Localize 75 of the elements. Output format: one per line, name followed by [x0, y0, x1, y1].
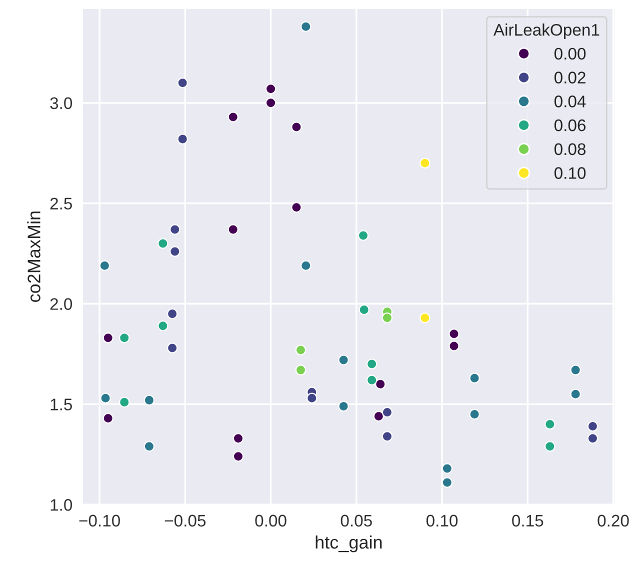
point [358, 230, 369, 241]
point [373, 410, 384, 422]
point [442, 463, 453, 474]
point [382, 312, 393, 324]
point [587, 432, 598, 444]
point [382, 430, 393, 442]
point [358, 304, 370, 316]
x-tick-label: 0.05 [340, 514, 372, 527]
legend-title: AirLeakOpen1 [493, 24, 600, 40]
point [99, 260, 110, 271]
point [295, 344, 306, 356]
point [469, 372, 480, 384]
point [448, 340, 460, 352]
y-tick-label: 2.0 [50, 298, 72, 310]
point [570, 364, 581, 376]
legend-label: 0.08 [554, 143, 586, 156]
x-axis-title: htc_gain [316, 535, 382, 552]
point [544, 441, 556, 452]
y-axis-title: co2MaxMin [27, 212, 40, 302]
point [306, 392, 318, 404]
point [338, 400, 349, 412]
point [228, 112, 238, 122]
point [544, 418, 556, 430]
point [144, 394, 155, 406]
point [291, 122, 302, 132]
point [119, 396, 130, 408]
point [587, 420, 598, 432]
point [448, 328, 460, 340]
x-tick-label: 0.00 [255, 514, 286, 527]
point [232, 432, 244, 444]
point [170, 246, 180, 257]
point [420, 158, 430, 169]
point [295, 364, 306, 376]
legend-label: 0.04 [554, 96, 586, 108]
point [177, 77, 188, 88]
legend-label: 0.00 [554, 48, 586, 60]
point [570, 388, 581, 400]
point [228, 224, 238, 235]
point [300, 260, 312, 271]
point [177, 134, 188, 144]
point [166, 342, 178, 354]
y-tick-label: 2.5 [50, 198, 72, 210]
point [166, 308, 178, 320]
point [158, 238, 168, 249]
point [375, 378, 386, 390]
point [100, 392, 111, 404]
legend-label: 0.10 [554, 167, 586, 179]
point [382, 406, 393, 418]
point [102, 412, 114, 424]
point [420, 312, 430, 324]
x-tick-label: −0.10 [79, 514, 120, 527]
legend-label: 0.02 [554, 72, 586, 84]
point [102, 332, 114, 344]
x-tick-label: −0.05 [164, 514, 206, 527]
point [119, 332, 130, 344]
point [144, 441, 155, 452]
point [469, 408, 480, 420]
x-tick-label: 0.15 [512, 514, 544, 527]
x-tick-label: 0.10 [426, 514, 458, 527]
x-tick-label: 0.20 [598, 514, 629, 527]
point [158, 320, 168, 332]
y-tick-label: 1.0 [50, 499, 72, 511]
point [300, 21, 312, 32]
point [265, 83, 276, 94]
point [265, 98, 276, 108]
point [170, 224, 180, 235]
point [366, 358, 378, 370]
y-tick-label: 3.0 [50, 97, 72, 110]
point [442, 477, 453, 488]
point [291, 202, 302, 213]
legend-label: 0.06 [554, 119, 586, 132]
point [366, 374, 378, 386]
point [338, 354, 349, 366]
point [232, 451, 244, 462]
y-tick-label: 1.5 [50, 398, 72, 410]
